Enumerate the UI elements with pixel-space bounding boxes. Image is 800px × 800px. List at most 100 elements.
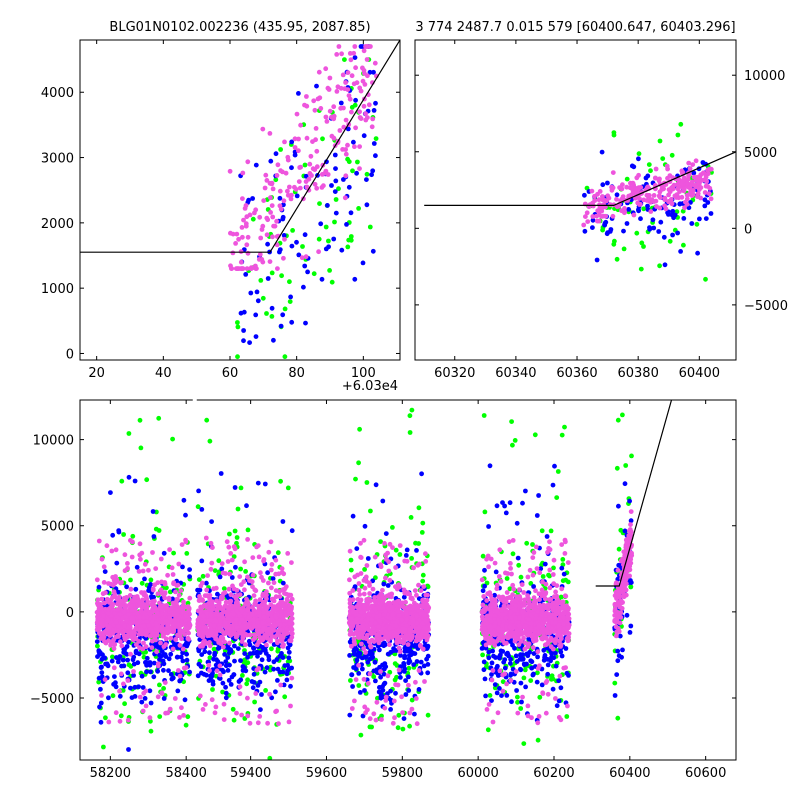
data-point xyxy=(163,642,169,647)
data-point xyxy=(651,193,657,198)
data-point xyxy=(293,186,299,192)
data-point xyxy=(228,551,234,556)
data-point xyxy=(361,48,367,54)
data-point xyxy=(155,663,161,669)
data-point xyxy=(213,612,218,618)
data-point xyxy=(289,528,295,534)
data-point xyxy=(338,85,344,91)
data-point xyxy=(289,243,295,249)
data-point xyxy=(253,162,259,168)
data-point xyxy=(582,228,588,234)
data-point xyxy=(634,230,640,236)
data-point xyxy=(210,545,215,550)
data-point xyxy=(238,658,243,663)
data-point xyxy=(195,504,201,510)
data-point xyxy=(232,528,238,534)
data-point xyxy=(653,175,658,181)
data-point xyxy=(276,721,281,727)
data-point xyxy=(185,600,191,606)
data-point xyxy=(347,712,353,718)
data-point xyxy=(109,548,115,554)
data-point xyxy=(705,171,711,177)
data-point xyxy=(239,266,245,271)
data-point xyxy=(258,235,264,241)
data-point xyxy=(585,219,591,225)
data-point xyxy=(97,704,102,710)
data-point xyxy=(367,716,373,722)
data-point xyxy=(197,594,202,599)
data-point xyxy=(363,574,369,580)
data-point xyxy=(610,185,616,191)
data-point xyxy=(208,612,214,618)
data-point xyxy=(243,272,249,277)
data-point xyxy=(103,661,108,667)
data-point xyxy=(371,711,377,717)
data-point xyxy=(121,532,126,537)
data-point xyxy=(691,170,697,176)
data-point xyxy=(140,597,146,603)
data-point xyxy=(99,556,105,562)
data-point xyxy=(260,126,266,132)
data-point xyxy=(648,168,653,174)
data-point xyxy=(170,436,176,442)
data-point xyxy=(684,192,690,198)
data-point xyxy=(333,197,339,202)
data-point xyxy=(361,635,366,641)
data-point xyxy=(269,646,274,652)
data-point xyxy=(278,682,284,688)
data-point xyxy=(240,234,245,240)
data-point xyxy=(250,196,256,201)
data-point xyxy=(107,624,113,630)
data-point xyxy=(607,202,613,208)
data-point xyxy=(343,117,349,123)
data-point xyxy=(267,259,273,264)
data-point xyxy=(260,295,266,301)
data-point xyxy=(153,566,159,571)
data-point xyxy=(168,651,174,657)
data-point xyxy=(196,661,202,667)
data-point xyxy=(268,195,273,201)
data-point xyxy=(693,158,699,164)
data-point xyxy=(115,633,121,638)
data-point xyxy=(380,687,386,693)
data-point xyxy=(109,658,115,664)
data-point xyxy=(206,662,212,668)
data-point xyxy=(289,319,295,325)
data-point xyxy=(373,482,379,488)
data-point xyxy=(165,710,171,716)
data-point xyxy=(409,407,415,413)
data-point xyxy=(358,116,364,121)
data-point xyxy=(382,680,388,686)
data-point xyxy=(141,623,147,629)
data-point xyxy=(144,655,150,661)
data-point xyxy=(654,204,659,209)
data-point xyxy=(390,545,395,550)
data-point xyxy=(264,596,269,602)
data-point xyxy=(619,186,625,192)
data-point xyxy=(342,57,347,62)
data-point xyxy=(341,177,346,182)
x-tick-label: 60380 xyxy=(617,366,658,381)
data-point xyxy=(244,596,249,602)
data-point xyxy=(234,625,239,630)
data-point xyxy=(369,124,375,130)
data-point xyxy=(370,168,376,174)
data-point xyxy=(352,276,358,282)
data-point xyxy=(102,600,107,606)
data-point xyxy=(703,216,709,222)
data-point xyxy=(314,83,319,89)
data-point xyxy=(348,678,353,683)
data-point xyxy=(395,725,401,731)
data-point xyxy=(138,627,144,633)
data-point xyxy=(348,234,354,239)
x-tick-label: 80 xyxy=(288,366,305,381)
data-point xyxy=(407,723,412,729)
data-point xyxy=(121,681,126,687)
data-point xyxy=(108,490,113,495)
data-point xyxy=(101,744,106,750)
data-point xyxy=(362,688,367,693)
data-point xyxy=(310,139,315,145)
data-point xyxy=(167,619,173,624)
data-point xyxy=(425,653,431,659)
data-point xyxy=(234,231,240,237)
